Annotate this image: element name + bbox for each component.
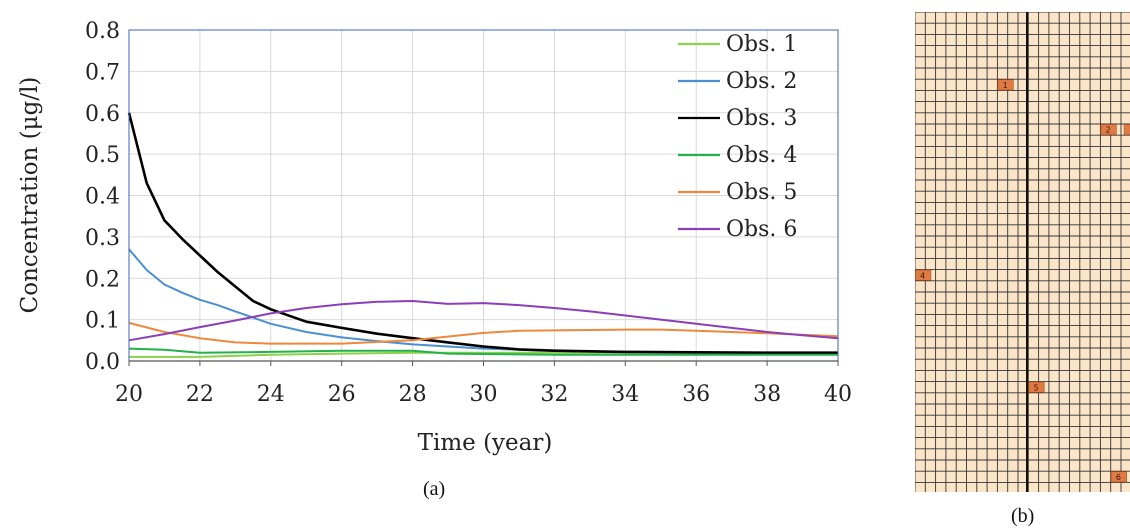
series-line-obs-6 bbox=[128, 300, 839, 342]
x-tick-label: 34 bbox=[611, 382, 639, 407]
observation-marker-6 bbox=[1110, 471, 1127, 483]
observation-marker-1 bbox=[997, 79, 1014, 91]
legend-label: Obs. 6 bbox=[726, 217, 797, 242]
y-tick-label: 0.6 bbox=[85, 102, 120, 127]
y-axis-label: Concentration (μg/l) bbox=[17, 77, 43, 314]
legend: Obs. 1 Obs. 2 Obs. 3 Obs. 4 Obs. 5 Obs. 6 bbox=[678, 32, 797, 242]
x-tick-label: 22 bbox=[186, 382, 214, 407]
x-tick-label: 40 bbox=[824, 382, 852, 407]
x-tick-label: 20 bbox=[115, 382, 143, 407]
observation-marker-4 bbox=[915, 269, 932, 281]
y-tick-label: 0.3 bbox=[85, 226, 120, 251]
caption-a-text: (a) bbox=[423, 478, 446, 500]
axes: 20 22 24 26 28 30 32 34 36 38 40 0.0 0.1 0.2 0.3 0.4 0.5… bbox=[85, 19, 852, 407]
legend-label: Obs. 2 bbox=[726, 69, 797, 94]
x-tick-label: 32 bbox=[540, 382, 568, 407]
legend-label: Obs. 5 bbox=[726, 180, 797, 205]
x-tick-label: 36 bbox=[682, 382, 710, 407]
x-tick-label: 38 bbox=[753, 382, 781, 407]
x-tick-label: 26 bbox=[328, 382, 356, 407]
y-tick-label: 0.4 bbox=[85, 185, 120, 210]
observation-marker-clipped bbox=[1123, 124, 1130, 135]
observation-marker-label: 2 bbox=[1106, 126, 1111, 135]
caption-b-text: (b) bbox=[1011, 505, 1035, 527]
series-line-obs-3 bbox=[127, 112, 838, 355]
series-line-obs-5 bbox=[128, 321, 839, 345]
observation-marker-label: 6 bbox=[1116, 473, 1121, 482]
series-line-obs-4 bbox=[128, 347, 838, 356]
observation-marker-2 bbox=[1100, 124, 1117, 135]
y-tick-label: 0.8 bbox=[85, 19, 120, 44]
observation-marker-label: 4 bbox=[920, 271, 925, 280]
y-tick-label: 0.0 bbox=[85, 350, 120, 375]
grid-map-svg: 1 2 4 5 6 bbox=[915, 12, 1130, 492]
x-tick-label: 24 bbox=[257, 382, 285, 407]
grid-background bbox=[915, 12, 1130, 492]
series-layer bbox=[127, 112, 839, 358]
x-tick-label: 30 bbox=[470, 382, 498, 407]
caption-a: (a) bbox=[423, 478, 445, 501]
caption-b: (b) bbox=[1011, 505, 1034, 528]
legend-label: Obs. 4 bbox=[726, 143, 797, 168]
observation-grid-map: 1 2 4 5 6 bbox=[915, 12, 1130, 492]
y-tick-label: 0.1 bbox=[85, 309, 120, 334]
x-axis-label: Time (year) bbox=[418, 430, 553, 456]
y-tick-label: 0.7 bbox=[85, 60, 120, 85]
y-tick-label: 0.5 bbox=[85, 143, 120, 168]
x-tick-label: 28 bbox=[399, 382, 427, 407]
legend-label: Obs. 3 bbox=[726, 106, 797, 131]
observation-marker-5 bbox=[1028, 381, 1045, 393]
observation-marker-label: 5 bbox=[1033, 383, 1038, 392]
y-tick-label: 0.2 bbox=[85, 267, 120, 292]
observation-marker-label: 1 bbox=[1003, 81, 1008, 90]
legend-label: Obs. 1 bbox=[726, 32, 797, 57]
